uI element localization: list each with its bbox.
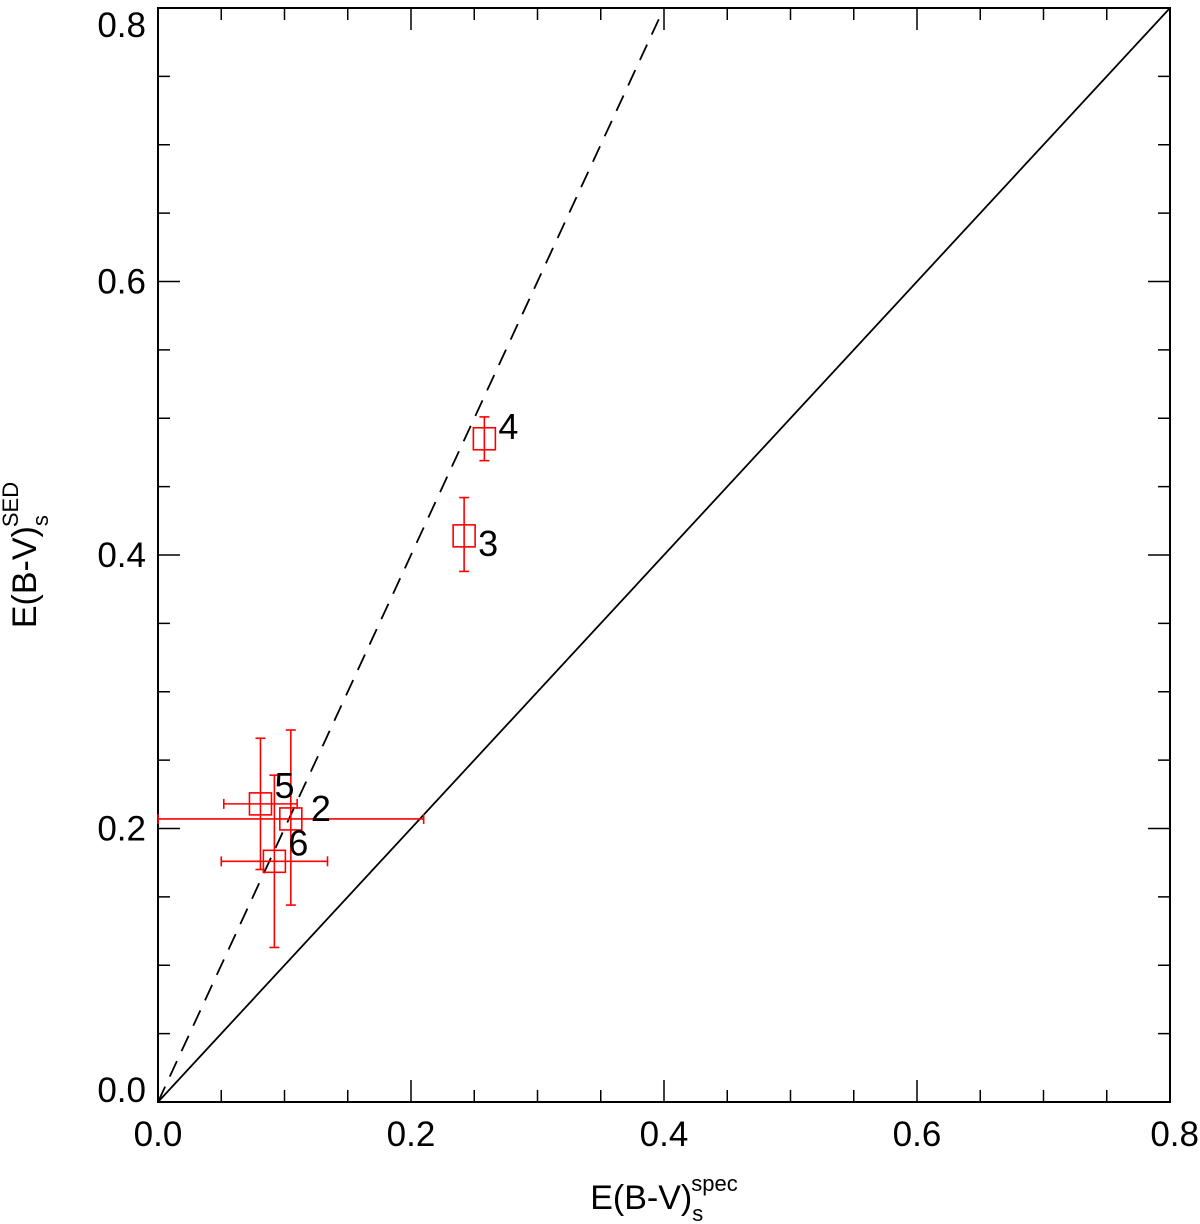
y-tick-label: 0.2 xyxy=(97,810,146,849)
square-marker xyxy=(452,524,476,548)
major-ticks xyxy=(158,8,1170,1102)
y-tick-labels: 0.0 0.2 0.4 0.6 0.8 xyxy=(97,6,146,1110)
point-label-5: 5 xyxy=(274,765,294,806)
data-point-2 xyxy=(157,729,425,906)
slope-two-line xyxy=(157,7,665,1103)
y-axis-label: E(B-V)sSED xyxy=(0,482,53,628)
point-label-3: 3 xyxy=(478,523,498,564)
y-tick-label: 0.4 xyxy=(97,536,146,575)
square-marker xyxy=(472,426,497,451)
y-tick-label: 0.8 xyxy=(97,6,146,45)
data-points xyxy=(157,416,497,949)
minor-ticks xyxy=(158,8,1170,1102)
x-tick-label: 0.0 xyxy=(134,1115,183,1154)
x-tick-label: 0.2 xyxy=(387,1115,436,1154)
one-to-one-line xyxy=(157,7,1171,1103)
square-marker xyxy=(248,792,273,816)
square-marker xyxy=(262,849,287,874)
point-label-4: 4 xyxy=(498,406,518,447)
x-tick-labels: 0.0 0.2 0.4 0.6 0.8 xyxy=(134,1115,1199,1154)
point-labels: 2 3 4 5 6 xyxy=(274,406,518,864)
x-tick-label: 0.8 xyxy=(1150,1115,1199,1154)
data-point-3 xyxy=(452,496,476,573)
point-label-2: 2 xyxy=(311,788,331,829)
square-marker xyxy=(279,807,303,831)
y-tick-label: 0.6 xyxy=(97,263,146,302)
data-point-4 xyxy=(472,416,497,462)
x-axis-label: E(B-V)sspec xyxy=(590,1171,737,1224)
x-tick-label: 0.4 xyxy=(640,1115,689,1154)
point-label-6: 6 xyxy=(288,822,308,863)
data-point-5 xyxy=(222,737,298,871)
data-point-6 xyxy=(220,774,329,949)
reference-lines xyxy=(157,7,1171,1103)
x-tick-label: 0.6 xyxy=(893,1115,942,1154)
y-tick-label: 0.0 xyxy=(97,1071,146,1110)
